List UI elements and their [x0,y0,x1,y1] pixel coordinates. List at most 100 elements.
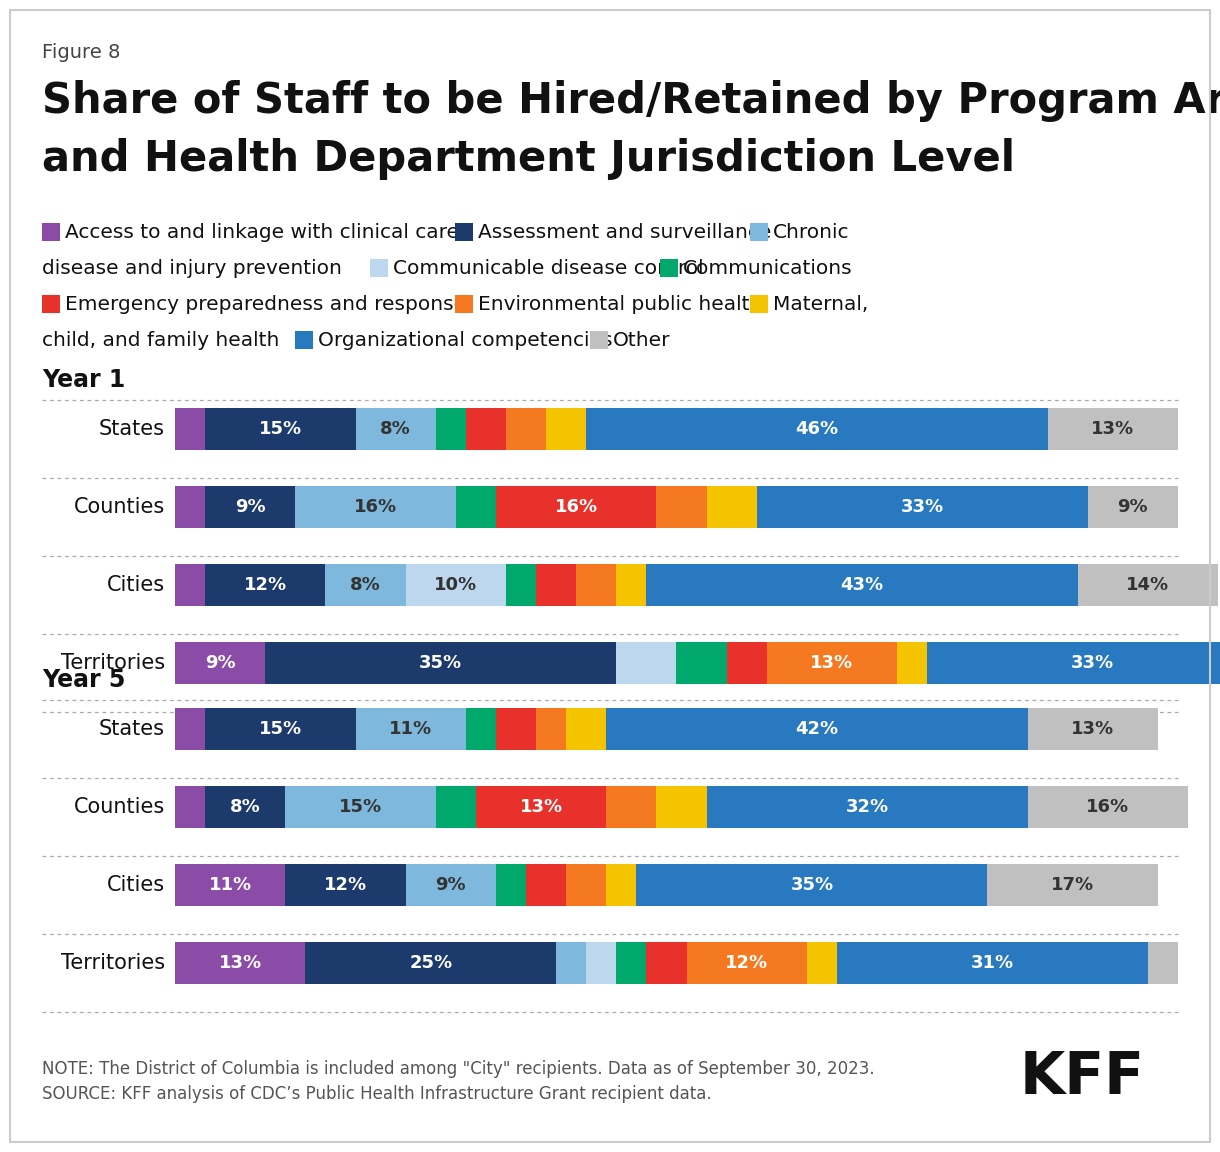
Text: NOTE: The District of Columbia is included among "City" recipients. Data as of S: NOTE: The District of Columbia is includ… [41,1060,875,1078]
Bar [756,486,1088,528]
Text: States: States [99,419,165,439]
Bar [750,223,769,241]
Bar [526,864,566,905]
Bar [656,786,706,828]
Bar [305,942,556,984]
Bar [1027,786,1188,828]
Text: 13%: 13% [810,654,854,672]
Text: 13%: 13% [1071,720,1114,738]
Text: Organizational competencies: Organizational competencies [318,331,612,349]
Text: 35%: 35% [791,876,833,894]
Text: 17%: 17% [1052,876,1094,894]
Bar [295,331,314,349]
Bar [1088,486,1179,528]
Text: 8%: 8% [381,420,411,438]
Bar [174,708,205,750]
Bar [637,864,987,905]
Bar [587,942,616,984]
Text: 11%: 11% [389,720,432,738]
Text: 33%: 33% [1071,654,1114,672]
Bar [1148,942,1179,984]
Text: Year 5: Year 5 [41,668,126,692]
Text: 8%: 8% [350,576,381,594]
Text: 15%: 15% [259,720,301,738]
Text: Communications: Communications [683,258,853,278]
Text: disease and injury prevention: disease and injury prevention [41,258,342,278]
Bar [660,259,678,276]
Bar [326,564,406,606]
Bar [497,486,656,528]
Text: Emergency preparedness and response: Emergency preparedness and response [65,295,466,313]
Bar [497,864,526,905]
Bar [536,708,566,750]
Bar [436,408,466,450]
Bar [706,486,756,528]
Text: 16%: 16% [555,498,598,516]
Text: 43%: 43% [841,576,883,594]
Text: 9%: 9% [1118,498,1148,516]
Bar [466,408,506,450]
Text: and Health Department Jurisdiction Level: and Health Department Jurisdiction Level [41,138,1015,180]
Text: 15%: 15% [259,420,301,438]
Text: child, and family health: child, and family health [41,331,279,349]
Bar [706,786,1027,828]
Text: Share of Staff to be Hired/Retained by Program Area: Share of Staff to be Hired/Retained by P… [41,79,1220,122]
Bar [355,708,466,750]
Bar [370,259,388,276]
Text: 31%: 31% [971,954,1014,972]
Bar [576,564,616,606]
Bar [566,708,606,750]
Text: Counties: Counties [73,797,165,817]
Bar [285,786,436,828]
Text: Environmental public health: Environmental public health [478,295,762,313]
Text: 15%: 15% [339,798,382,816]
Bar [406,864,497,905]
Text: 25%: 25% [409,954,453,972]
Bar [536,564,576,606]
Bar [677,642,727,684]
Bar [606,708,1027,750]
Text: Access to and linkage with clinical care: Access to and linkage with clinical care [65,222,459,242]
Bar [295,486,456,528]
Bar [927,642,1220,684]
Text: Year 1: Year 1 [41,367,126,392]
Bar [590,331,608,349]
Bar [647,564,1077,606]
Bar [205,408,355,450]
Text: Territories: Territories [61,653,165,673]
Bar [174,486,205,528]
Bar [174,564,205,606]
Bar [174,942,305,984]
Bar [205,564,326,606]
Text: Chronic: Chronic [773,222,849,242]
Bar [265,642,616,684]
Text: Communicable disease control: Communicable disease control [393,258,704,278]
Text: Other: Other [612,331,671,349]
Bar [1027,708,1158,750]
Bar [497,708,536,750]
Bar [41,295,60,313]
Bar [174,864,285,905]
Text: 10%: 10% [434,576,477,594]
Bar [205,786,285,828]
Text: KFF: KFF [1020,1049,1146,1107]
Bar [616,642,677,684]
Text: 12%: 12% [725,954,769,972]
Bar [174,642,265,684]
Text: Maternal,: Maternal, [773,295,869,313]
Text: Territories: Territories [61,953,165,973]
Text: 32%: 32% [845,798,888,816]
Text: 13%: 13% [520,798,562,816]
Text: 33%: 33% [900,498,944,516]
Bar [455,295,473,313]
Bar [656,486,706,528]
Bar [1048,408,1179,450]
Bar [837,942,1148,984]
Text: 8%: 8% [229,798,261,816]
Text: 13%: 13% [218,954,262,972]
Text: 16%: 16% [354,498,398,516]
Bar [587,408,1048,450]
Bar [547,408,587,450]
Text: SOURCE: KFF analysis of CDC’s Public Health Infrastructure Grant recipient data.: SOURCE: KFF analysis of CDC’s Public Hea… [41,1085,711,1102]
Text: 12%: 12% [325,876,367,894]
